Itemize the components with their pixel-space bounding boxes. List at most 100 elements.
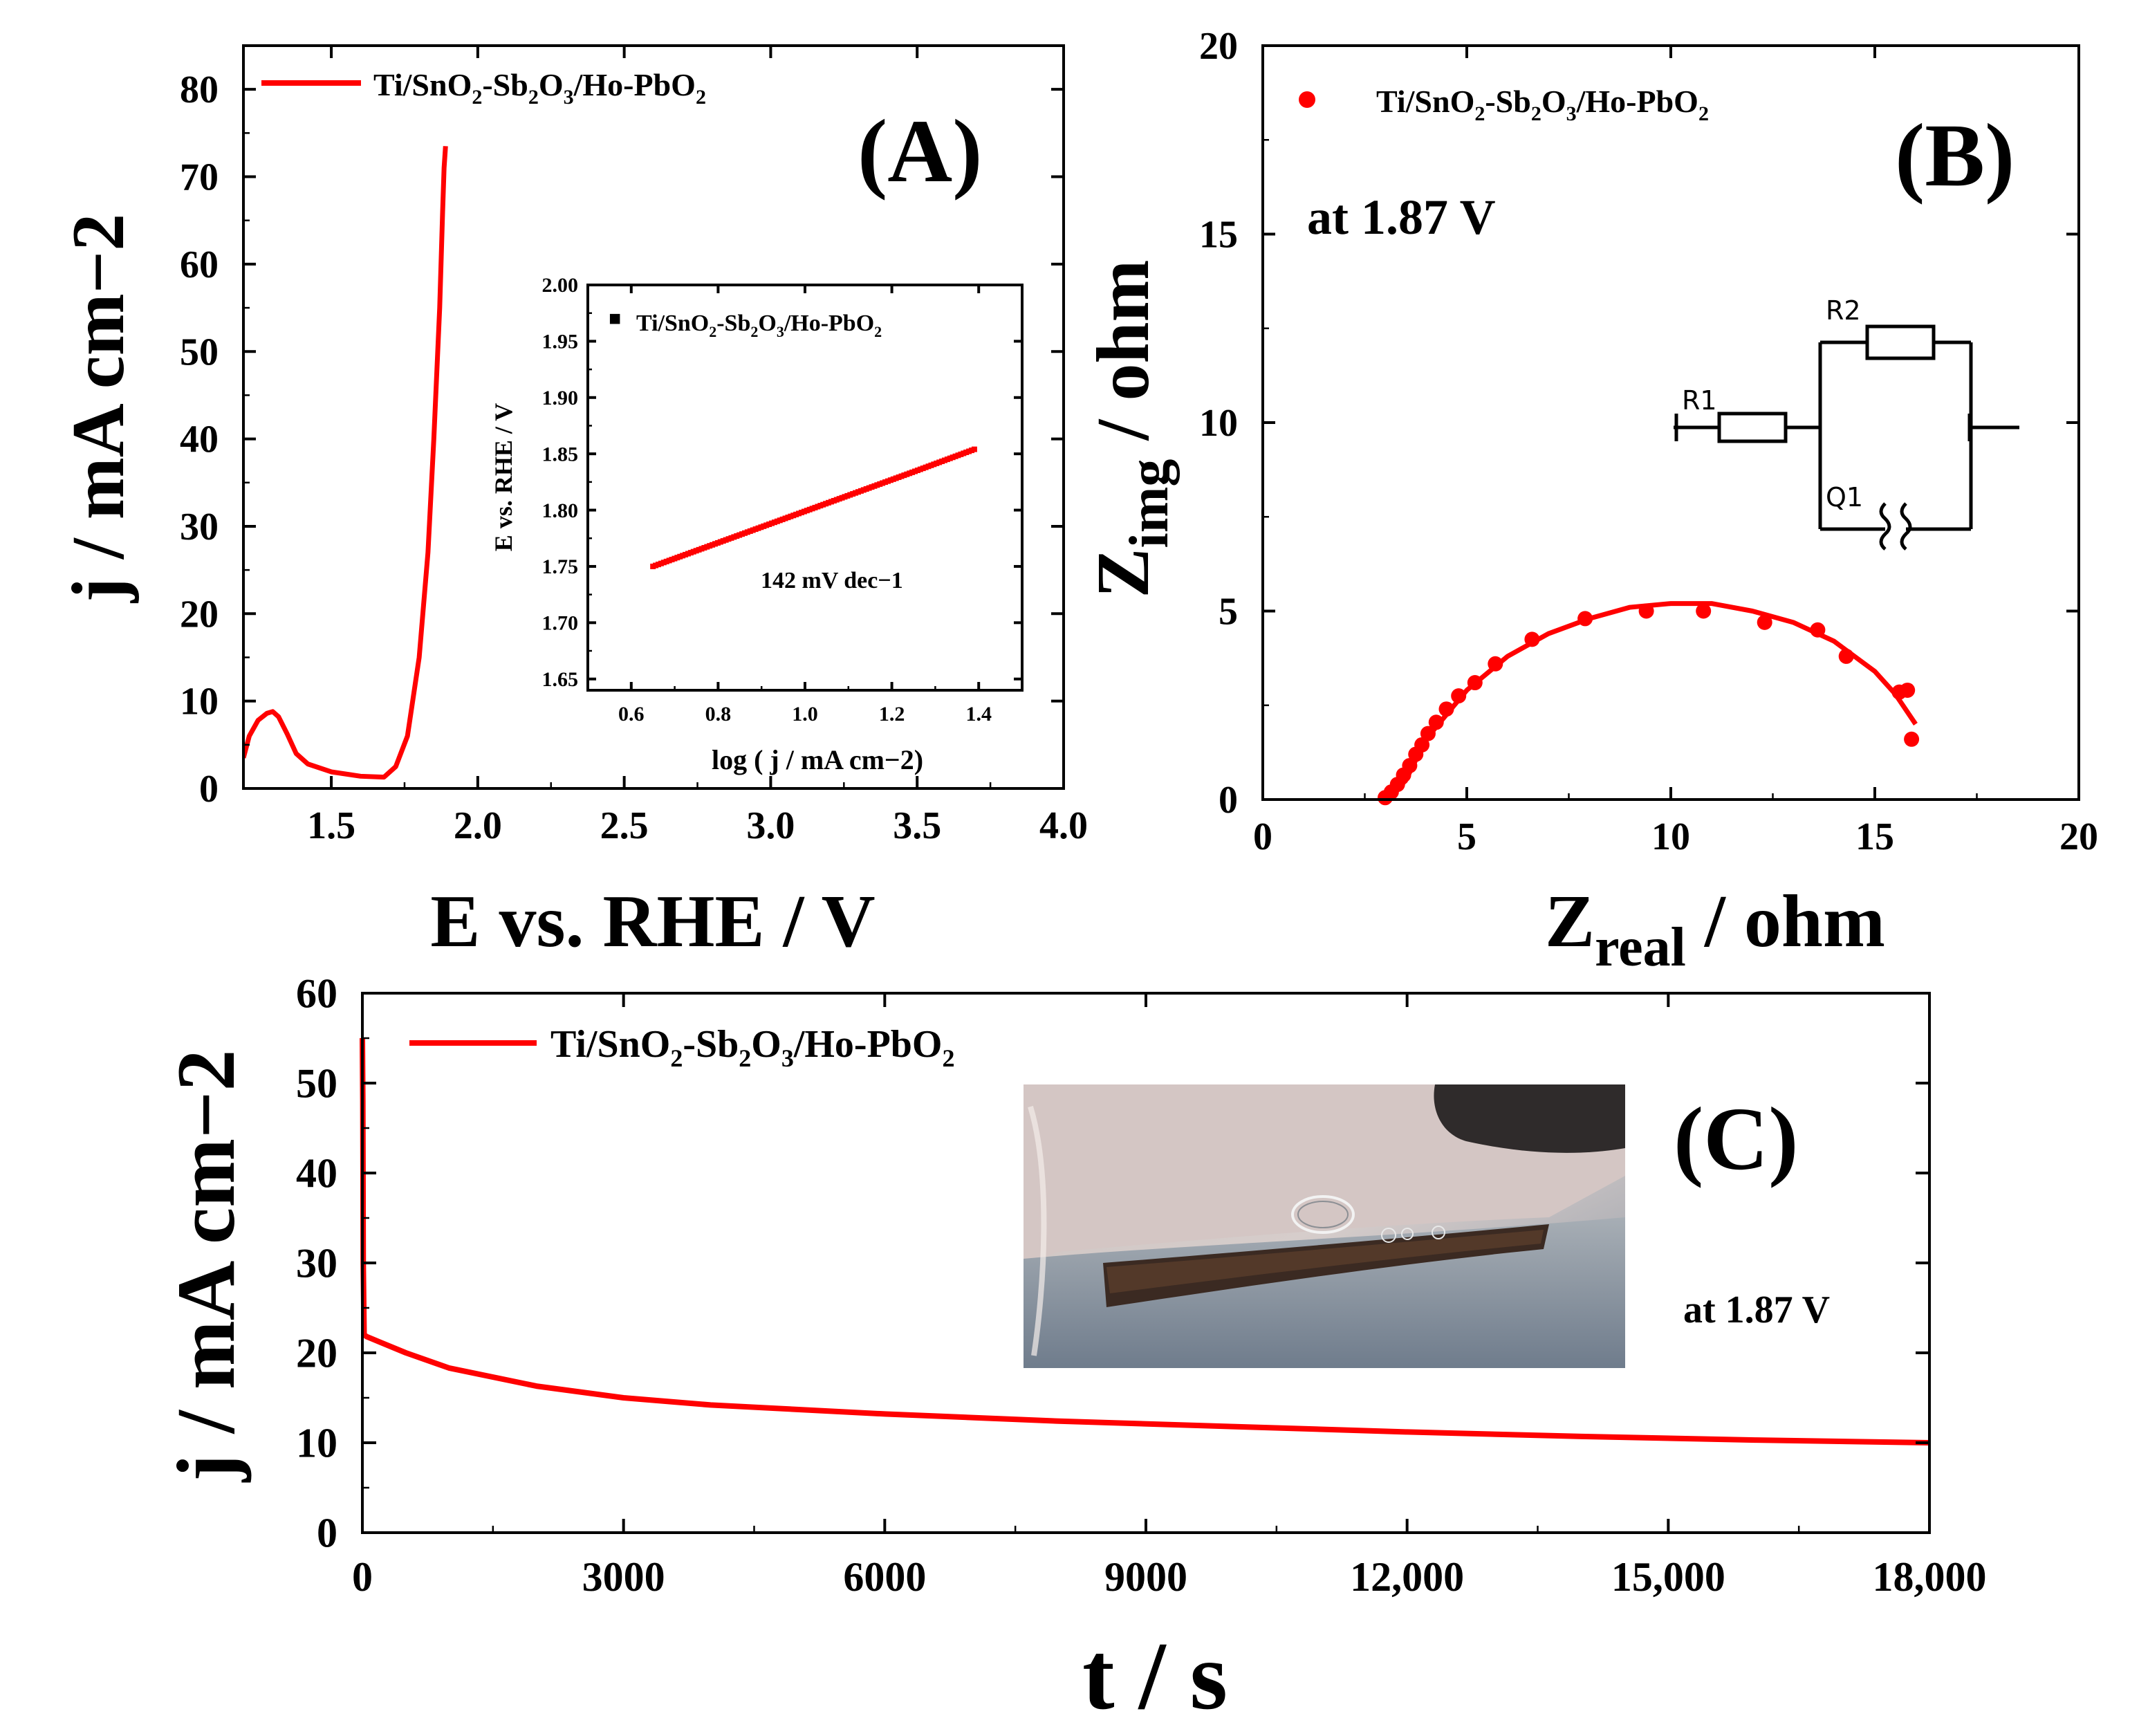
panel-b-ylabel: Zimg / ohm xyxy=(1082,260,1180,598)
panel-b-plot xyxy=(1378,601,1920,806)
inset-xlabel: log ( j / mA cm−2) xyxy=(712,744,923,775)
inset-ytick-label: 1.85 xyxy=(542,443,579,465)
panel-a-ytick-label: 70 xyxy=(180,156,219,199)
panel-b-legend-marker xyxy=(1299,91,1315,108)
panel-a-xtick-label: 3.0 xyxy=(746,804,795,847)
panel-c-annotation: at 1.87 V xyxy=(1683,1289,1830,1331)
circuit-r1-label: R1 xyxy=(1682,385,1717,416)
panel-b-xlabel: Zreal / ohm xyxy=(1545,880,1885,978)
panel-c-xtick-label: 12,000 xyxy=(1350,1554,1464,1600)
inset-ytick-label: 1.95 xyxy=(542,331,579,353)
panel-c-plot xyxy=(360,1037,1930,1446)
panel-a: 1.5 2.0 2.5 3.0 3.5 4.0 0 10 20 30 40 50 60 70 80 Ti/S… xyxy=(57,44,1088,963)
panel-c-label: (C) xyxy=(1674,1089,1798,1189)
panel-b-point xyxy=(1420,726,1436,741)
panel-b-point xyxy=(1428,714,1444,730)
panel-a-xtick-label: 4.0 xyxy=(1039,804,1088,847)
panel-c-ytick-label: 20 xyxy=(296,1330,337,1376)
panel-c-xtick-label: 0 xyxy=(352,1554,373,1600)
panel-b-ytick-label: 15 xyxy=(1199,214,1238,257)
panel-c-ytick-label: 30 xyxy=(296,1240,337,1286)
panel-b: 0 5 10 15 20 0 5 10 15 20 Ti/SnO2-Sb2O3/Ho-PbO2 (… xyxy=(1082,25,2098,978)
inset-plot xyxy=(650,446,977,569)
panel-b-point xyxy=(1524,631,1540,647)
inset-ytick-label: 1.65 xyxy=(542,668,579,691)
panel-a-legend-label: Ti/SnO2-Sb2O3/Ho-PbO2 xyxy=(373,67,706,109)
panel-c-xlabel: t / s xyxy=(1082,1623,1228,1730)
inset-ylabel: E vs. RHE / V xyxy=(490,403,517,551)
inset-xtick-label: 1.4 xyxy=(965,703,992,726)
panel-b-point xyxy=(1900,682,1916,698)
equivalent-circuit xyxy=(1674,324,2019,551)
panel-b-xtick-label: 15 xyxy=(1855,815,1894,858)
panel-b-point xyxy=(1438,701,1454,717)
inset-ytick-label: 2.00 xyxy=(542,274,579,297)
panel-a-inset: 0.6 0.8 1.0 1.2 1.4 1.65 1.70 1.75 1.80 1.85 1.90 1… xyxy=(490,274,1024,775)
circuit-r2 xyxy=(1865,324,1936,360)
panel-b-axes: 0 5 10 15 20 0 5 10 15 20 xyxy=(1199,25,2098,858)
circuit-q1-label: Q1 xyxy=(1826,482,1863,513)
panel-a-xtick-label: 1.5 xyxy=(307,804,355,847)
inset-legend-label: Ti/SnO2-Sb2O3/Ho-PbO2 xyxy=(636,311,882,340)
panel-b-point xyxy=(1838,648,1854,664)
panel-b-point xyxy=(1638,603,1654,619)
panel-a-ytick-label: 80 xyxy=(180,68,219,111)
panel-a-ytick-label: 10 xyxy=(180,681,219,723)
panel-a-ylabel: j / mA cm−2 xyxy=(57,214,140,603)
panel-a-ytick-label: 50 xyxy=(180,331,219,373)
panel-b-point xyxy=(1757,614,1772,630)
inset-legend-marker: ■ xyxy=(609,307,621,330)
panel-c-ytick-label: 60 xyxy=(296,970,337,1016)
panel-c-ytick-label: 10 xyxy=(296,1420,337,1466)
inset-annotation: 142 mV dec−1 xyxy=(761,568,903,593)
panel-c-ylabel: j / mA cm−2 xyxy=(160,1050,252,1483)
panel-a-ytick-label: 0 xyxy=(199,768,219,811)
inset-xtick-label: 1.2 xyxy=(879,703,905,726)
panel-b-point xyxy=(1696,603,1712,619)
panel-b-point xyxy=(1904,731,1920,747)
panel-b-xtick-label: 10 xyxy=(1651,815,1690,858)
panel-c-axes: 0 3000 6000 9000 12,000 15,000 18,000 0 10 20 30 40… xyxy=(296,970,1987,1600)
panel-b-xtick-label: 5 xyxy=(1457,815,1476,858)
inset-ytick-label: 1.90 xyxy=(542,387,579,409)
panel-b-xtick-label: 0 xyxy=(1253,815,1272,858)
panel-c-xtick-label: 3000 xyxy=(582,1554,665,1600)
panel-c-series-line xyxy=(360,1037,1930,1446)
panel-b-fit-line xyxy=(1383,601,1918,802)
inset-xtick-label: 0.8 xyxy=(705,703,732,726)
panel-a-xtick-label: 2.5 xyxy=(600,804,649,847)
panel-b-ytick-label: 0 xyxy=(1219,779,1238,822)
panel-a-frame xyxy=(242,44,1065,790)
panel-b-point xyxy=(1467,675,1483,691)
panel-b-legend-label: Ti/SnO2-Sb2O3/Ho-PbO2 xyxy=(1376,84,1709,125)
panel-b-point xyxy=(1402,757,1418,773)
inset-axes: 0.6 0.8 1.0 1.2 1.4 1.65 1.70 1.75 1.80 1.85 1.90 1… xyxy=(542,274,1024,726)
panel-c-xtick-label: 15,000 xyxy=(1611,1554,1725,1600)
panel-b-ytick-label: 20 xyxy=(1199,25,1238,68)
circuit-q1 xyxy=(1879,502,1912,551)
circuit-r1 xyxy=(1717,412,1788,443)
panel-a-ytick-label: 40 xyxy=(180,418,219,461)
panel-b-label: (B) xyxy=(1895,106,2015,205)
inset-xtick-label: 0.6 xyxy=(618,703,645,726)
panel-c-legend-label: Ti/SnO2-Sb2O3/Ho-PbO2 xyxy=(550,1023,955,1072)
inset-ytick-label: 1.70 xyxy=(542,612,579,635)
panel-a-ytick-label: 60 xyxy=(180,243,219,286)
panel-c-xtick-label: 18,000 xyxy=(1873,1554,1987,1600)
inset-ytick-label: 1.75 xyxy=(542,555,579,578)
panel-a-xlabel: E vs. RHE / V xyxy=(430,880,875,963)
panel-c-ytick-label: 40 xyxy=(296,1150,337,1196)
panel-b-point xyxy=(1810,622,1826,638)
panel-c-ytick-label: 50 xyxy=(296,1060,337,1106)
panel-a-xtick-label: 2.0 xyxy=(454,804,502,847)
panel-b-point xyxy=(1577,611,1593,627)
panel-a-ytick-label: 20 xyxy=(180,593,219,636)
inset-point xyxy=(971,446,977,452)
panel-b-annotation: at 1.87 V xyxy=(1307,190,1496,245)
panel-b-point xyxy=(1414,737,1430,752)
panel-c-xtick-label: 6000 xyxy=(843,1554,926,1600)
panel-a-label: (A) xyxy=(858,102,982,201)
inset-ytick-label: 1.80 xyxy=(542,499,579,522)
panel-b-point xyxy=(1451,688,1467,704)
